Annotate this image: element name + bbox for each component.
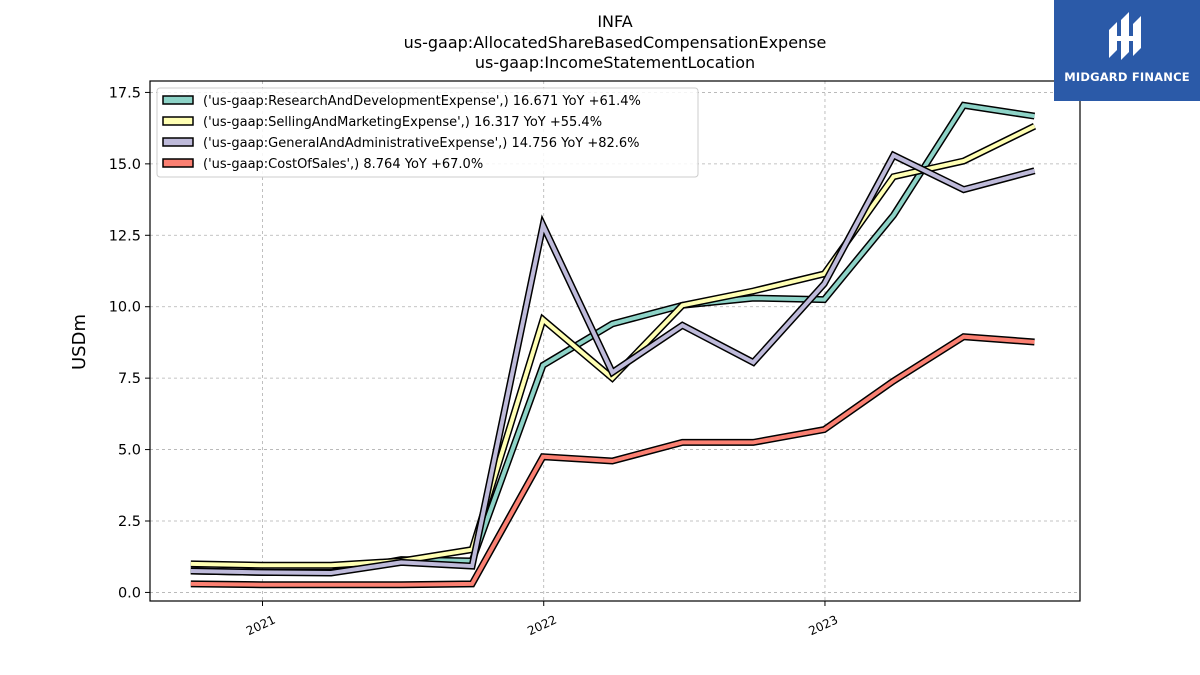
legend-entry-1: ('us-gaap:SellingAndMarketingExpense',) … — [203, 115, 602, 130]
legend: ('us-gaap:ResearchAndDevelopmentExpense'… — [156, 87, 699, 178]
y-tick-label: 15.0 — [109, 157, 141, 173]
legend-swatch-2 — [162, 137, 194, 147]
series-line-1 — [190, 124, 1036, 568]
axes-frame — [149, 80, 1081, 602]
y-tick-label: 0.0 — [118, 585, 141, 601]
brand-logo-mark — [1109, 12, 1141, 60]
y-axis-label: USDm — [69, 314, 90, 370]
y-tick-label: 2.5 — [118, 514, 141, 530]
legend-entry-2: ('us-gaap:GeneralAndAdministrativeExpens… — [203, 136, 640, 151]
chart-title-line-3: us-gaap:IncomeStatementLocation — [475, 53, 755, 72]
legend-entry-0: ('us-gaap:ResearchAndDevelopmentExpense'… — [203, 94, 641, 109]
chart-title-line-1: INFA — [597, 12, 632, 31]
series-lines — [190, 101, 1037, 589]
y-tick-label: 5.0 — [118, 443, 141, 459]
y-tick-label: 12.5 — [109, 228, 141, 244]
y-tick-label: 7.5 — [118, 371, 141, 387]
chart-title-line-2: us-gaap:AllocatedShareBasedCompensationE… — [404, 33, 827, 52]
series-line-3 — [190, 334, 1035, 587]
legend-swatch-1 — [162, 116, 194, 126]
legend-box — [156, 87, 699, 178]
y-tick-label: 10.0 — [109, 300, 141, 316]
brand-logo: MIDGARD FINANCE — [1054, 0, 1200, 101]
y-tick-label: 17.5 — [109, 85, 141, 101]
series-line-2 — [190, 152, 1036, 576]
legend-swatch-0 — [162, 95, 194, 105]
brand-name: MIDGARD FINANCE — [1064, 70, 1190, 84]
legend-entry-3: ('us-gaap:CostOfSales',) 8.764 YoY +67.0… — [203, 157, 483, 172]
legend-swatch-3 — [162, 158, 194, 168]
